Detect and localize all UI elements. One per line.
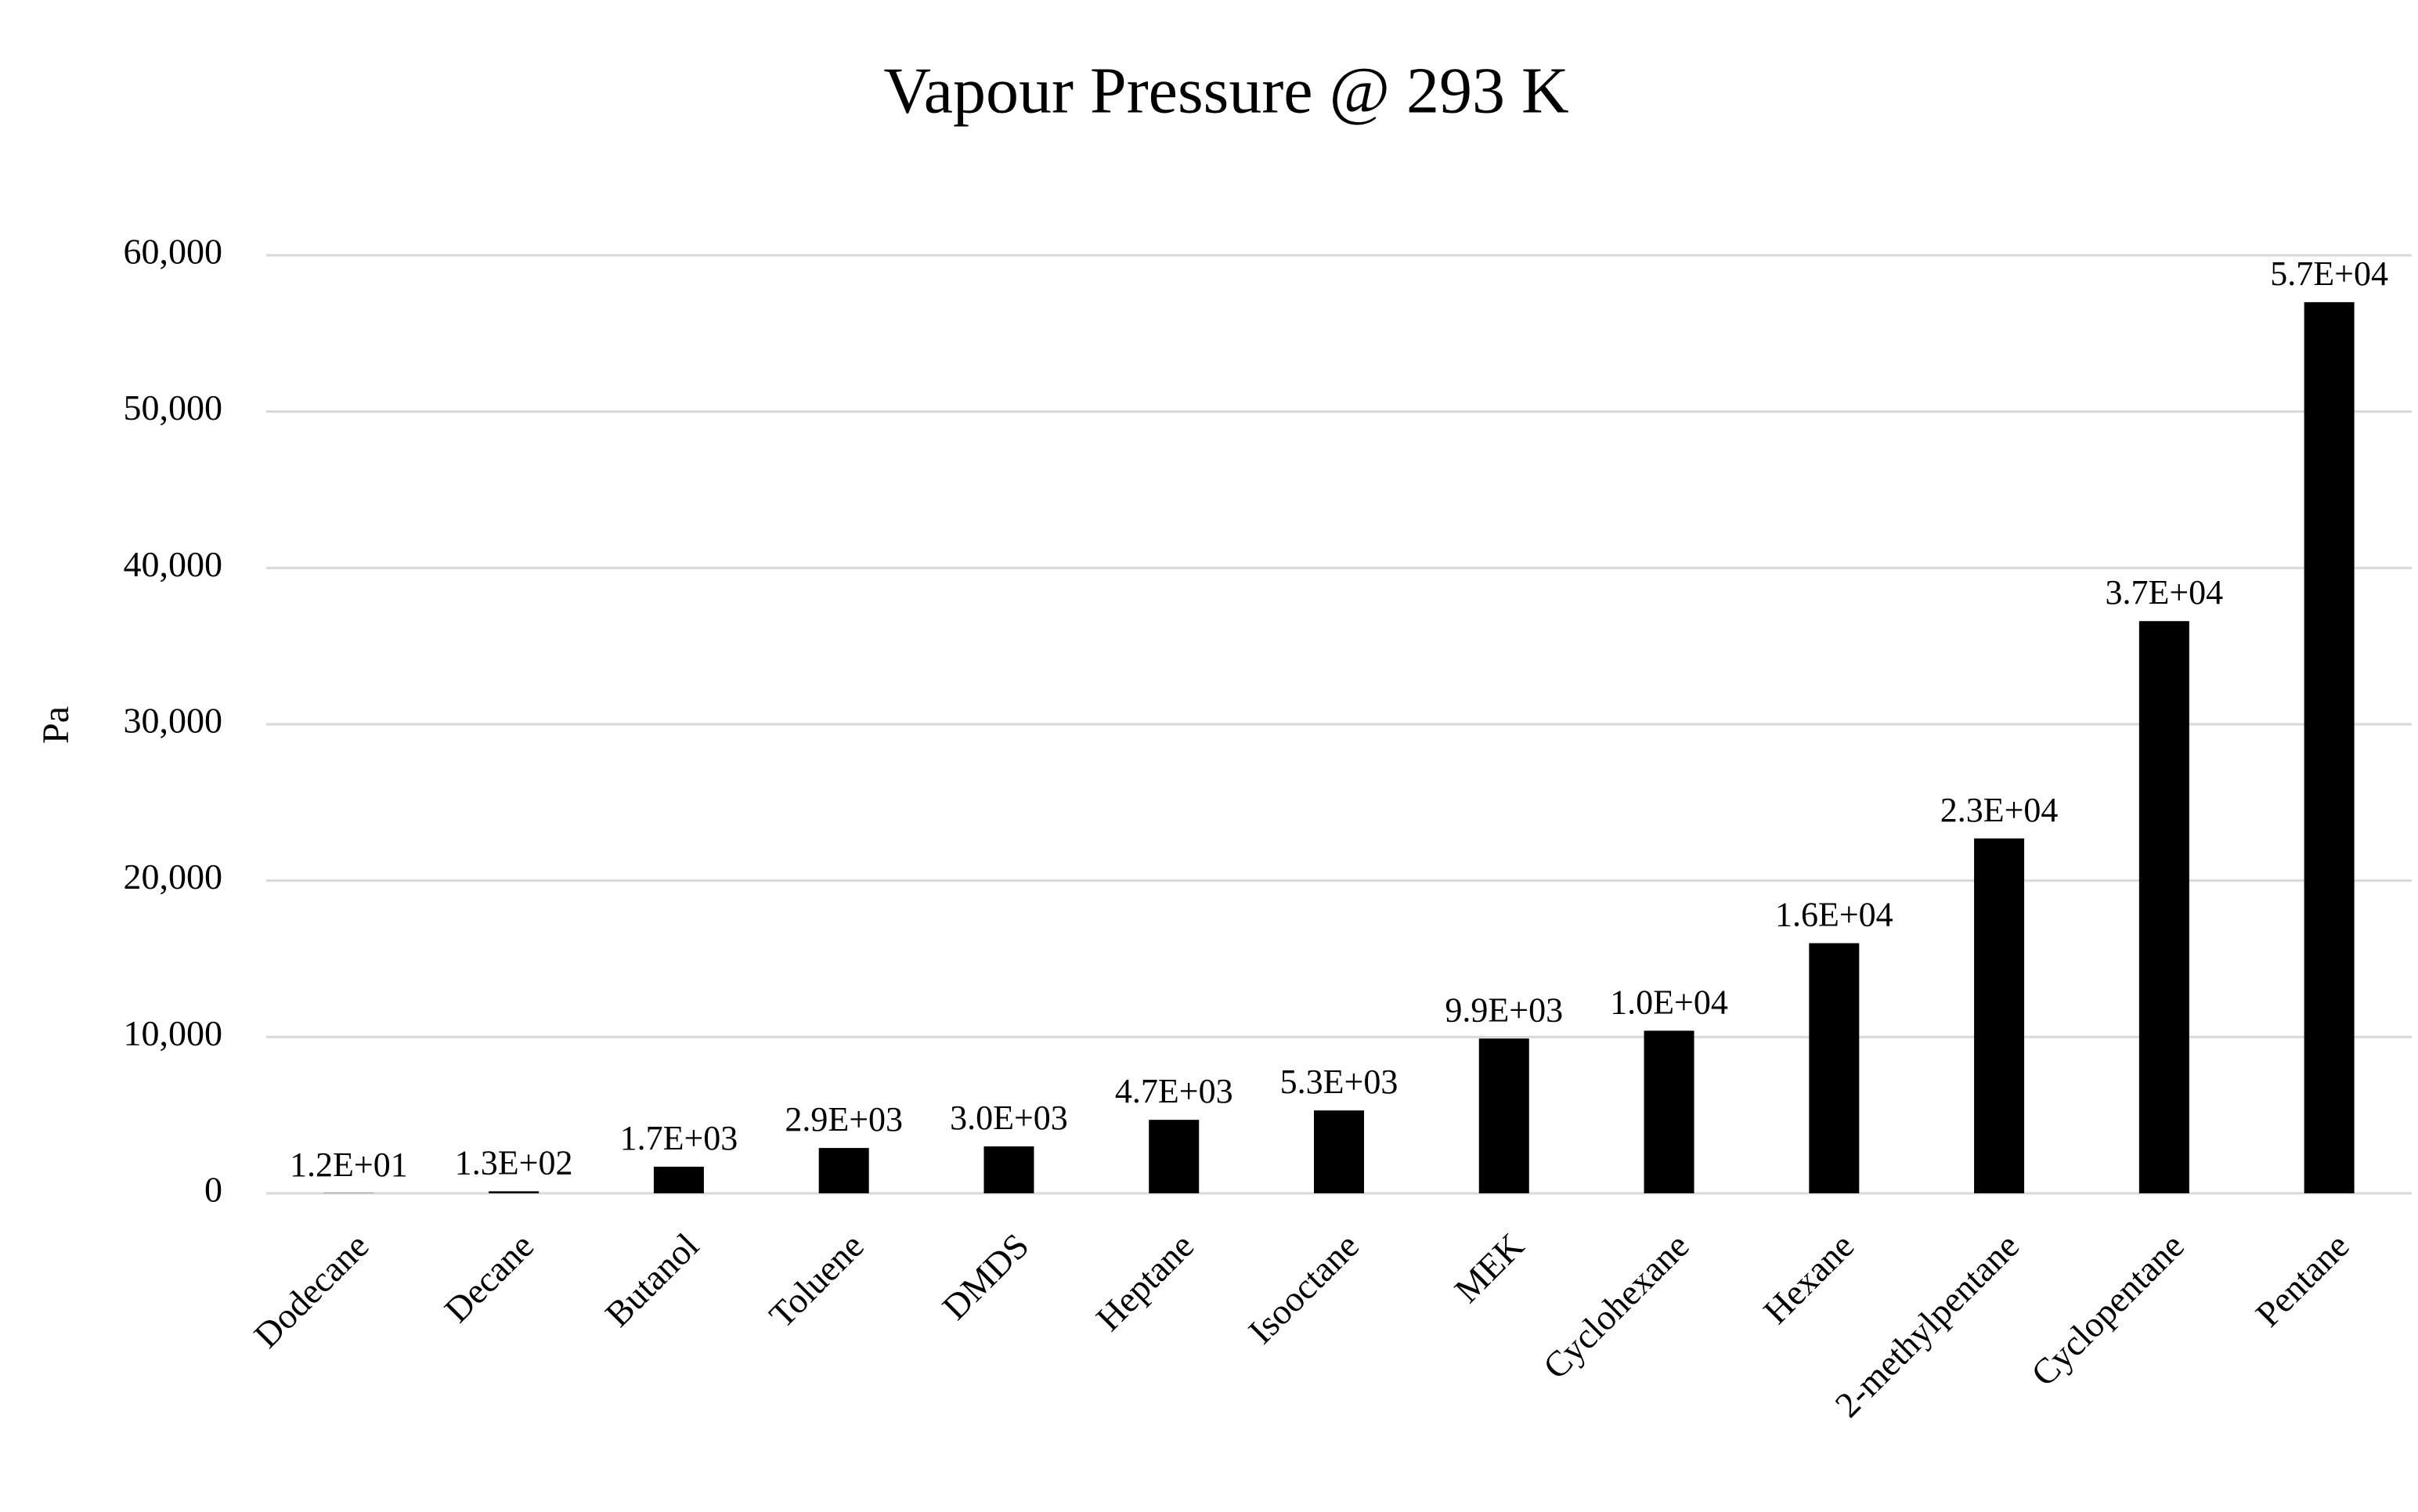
y-tick-label: 10,000 [124,1013,223,1053]
y-tick-label: 30,000 [124,701,223,741]
x-tick-label: Heptane [1088,1225,1201,1338]
x-tick-label: Cyclohexane [1536,1225,1697,1387]
y-tick-label: 40,000 [124,544,223,584]
x-tick-label: Cyclopentane [2023,1225,2192,1394]
bar [819,1148,869,1193]
x-tick-label: Decane [437,1225,542,1330]
bar [1974,839,2024,1193]
data-label: 3.7E+04 [2105,573,2223,612]
data-label: 9.9E+03 [1445,991,1563,1029]
bar [1479,1038,1529,1193]
data-label: 5.7E+04 [2270,254,2388,293]
data-label: 1.6E+04 [1775,896,1893,934]
x-tick-label: Hexane [1756,1225,1861,1331]
bar [489,1191,539,1193]
x-tick-label: Butanol [597,1225,706,1334]
chart-title: Vapour Pressure @ 293 K [883,54,1568,127]
y-tick-label: 50,000 [124,388,223,428]
y-tick-label: 20,000 [124,857,223,897]
data-label: 2.9E+03 [785,1100,903,1139]
x-tick-label: Toluene [761,1225,871,1335]
bar [1809,944,1859,1193]
bar [1644,1030,1694,1193]
y-axis-label: Pa [35,706,77,744]
data-label: 2.3E+04 [1940,791,2059,829]
x-tick-label: MEK [1446,1225,1531,1310]
x-tick-label: DMDS [934,1225,1036,1327]
data-label: 5.3E+03 [1280,1063,1398,1101]
bar [983,1146,1034,1193]
x-tick-label: Pentane [2248,1225,2357,1334]
y-tick-label: 0 [204,1170,222,1210]
data-label: 1.3E+02 [455,1143,573,1182]
bar [654,1167,704,1193]
data-label: 1.2E+01 [290,1146,408,1184]
data-label: 1.7E+03 [620,1119,738,1157]
bar [1314,1110,1364,1193]
bar [1149,1120,1199,1193]
data-label: 4.7E+03 [1115,1072,1233,1110]
data-label: 3.0E+03 [950,1099,1068,1137]
x-tick-label: Isooctane [1240,1225,1366,1351]
y-tick-label: 60,000 [124,232,223,272]
bar [2139,621,2189,1193]
bar [2304,302,2355,1193]
x-tick-label: Dodecane [246,1225,376,1355]
data-label: 1.0E+04 [1610,983,1728,1021]
